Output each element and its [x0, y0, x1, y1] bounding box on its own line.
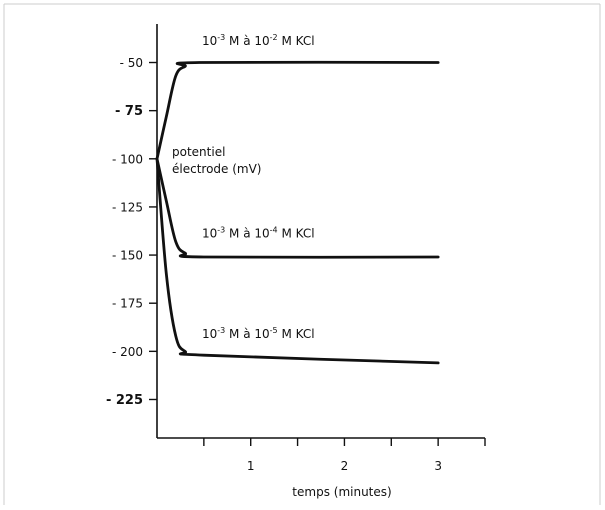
series-line-1: [155, 60, 440, 161]
series-line-3: [155, 157, 440, 365]
y-axis-title-line1: potentiel: [172, 145, 225, 159]
series-label-1: 10-3 M à 10-2 M KCl: [202, 33, 315, 48]
x-tick-label: 2: [341, 459, 349, 473]
y-tick-label: - 50: [120, 56, 143, 70]
x-tick-label: 1: [247, 459, 255, 473]
y-tick-label: - 150: [112, 249, 143, 263]
series-labels: 10-3 M à 10-2 M KCl 10-3 M à 10-4 M KCl 10…: [202, 33, 315, 341]
y-tick-label: - 125: [112, 200, 143, 214]
axes: - 50 - 75 - 100 - 125 - 150 - 175 - 200 - 225 1 2…: [106, 24, 486, 473]
series-label-3: 10-3 M à 10-5 M KCl: [202, 326, 315, 341]
y-tick-label: - 100: [112, 152, 143, 166]
series-layer: [155, 60, 440, 365]
series-line-2: [155, 157, 440, 259]
y-tick-label: - 175: [112, 297, 143, 311]
y-axis-title-line2: électrode (mV): [172, 162, 262, 176]
x-tick-label: 3: [434, 459, 442, 473]
y-tick-label: - 225: [106, 393, 143, 408]
y-tick-label: - 200: [112, 345, 143, 359]
series-label-2: 10-3 M à 10-4 M KCl: [202, 226, 315, 241]
x-axis-title: temps (minutes): [292, 485, 391, 499]
y-tick-label: - 75: [115, 104, 143, 119]
